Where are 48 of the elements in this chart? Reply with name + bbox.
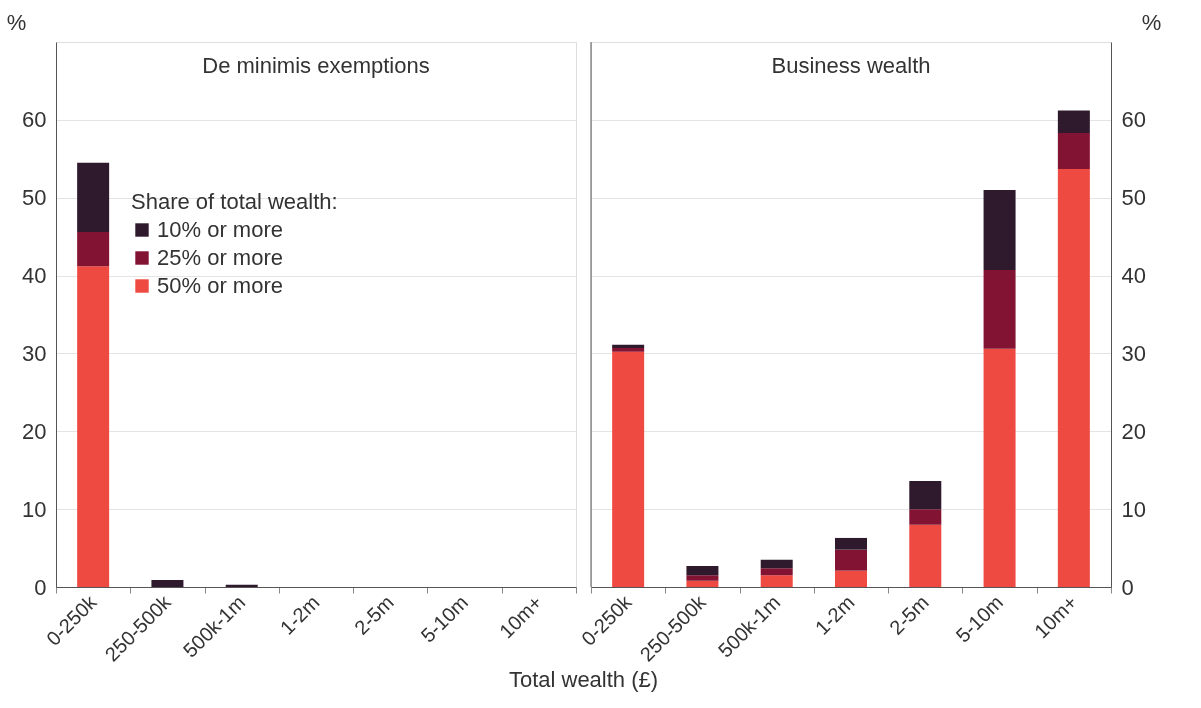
bar: [909, 481, 942, 510]
y-axis-title: %: [1141, 9, 1162, 35]
x-axis-title: Total wealth (£): [508, 666, 659, 692]
bar: [983, 189, 1016, 271]
bar: [760, 568, 793, 576]
bar: [760, 559, 793, 569]
y-tick-label: 40: [22, 263, 47, 289]
bar: [760, 575, 793, 587]
bar: [612, 344, 645, 348]
text: Business wealth: [771, 53, 931, 78]
y-tick-label: 30: [22, 340, 47, 366]
y-tick-label: 0: [34, 574, 47, 600]
y-tick-label: 10: [1121, 496, 1146, 522]
bar: [1057, 168, 1090, 587]
bar: [1057, 110, 1090, 134]
bar: [77, 231, 110, 267]
bar: [909, 509, 942, 525]
bar: [835, 537, 867, 550]
y-tick-label: 10: [22, 496, 47, 522]
bar: [612, 347, 645, 352]
bar: [686, 575, 719, 581]
bar: [983, 270, 1016, 349]
text: De minimis exemptions: [202, 53, 430, 78]
y-axis-title: %: [6, 9, 27, 35]
bar: [1057, 133, 1090, 169]
bar: [835, 570, 867, 587]
bar: [686, 580, 719, 587]
legend-title: Share of total wealth:: [131, 189, 338, 214]
legend-label: 10% or more: [157, 217, 283, 242]
bar: [77, 162, 110, 232]
y-tick-label: 60: [1121, 107, 1146, 133]
bar: [612, 351, 645, 587]
y-tick-label: 60: [22, 107, 47, 133]
bar: [686, 565, 719, 576]
y-tick-label: 40: [1121, 263, 1146, 289]
y-tick-label: 50: [22, 185, 47, 211]
y-tick-label: 0: [1121, 574, 1134, 600]
bar: [151, 579, 184, 587]
y-tick-label: 30: [1121, 340, 1146, 366]
legend-label: 50% or more: [157, 273, 283, 298]
bar: [77, 266, 110, 587]
y-tick-label: 20: [22, 418, 47, 444]
bar: [835, 549, 867, 571]
bar: [983, 348, 1016, 587]
y-tick-label: 50: [1121, 185, 1146, 211]
y-tick-label: 20: [1121, 418, 1146, 444]
legend-label: 25% or more: [157, 245, 283, 270]
bar: [909, 524, 942, 587]
